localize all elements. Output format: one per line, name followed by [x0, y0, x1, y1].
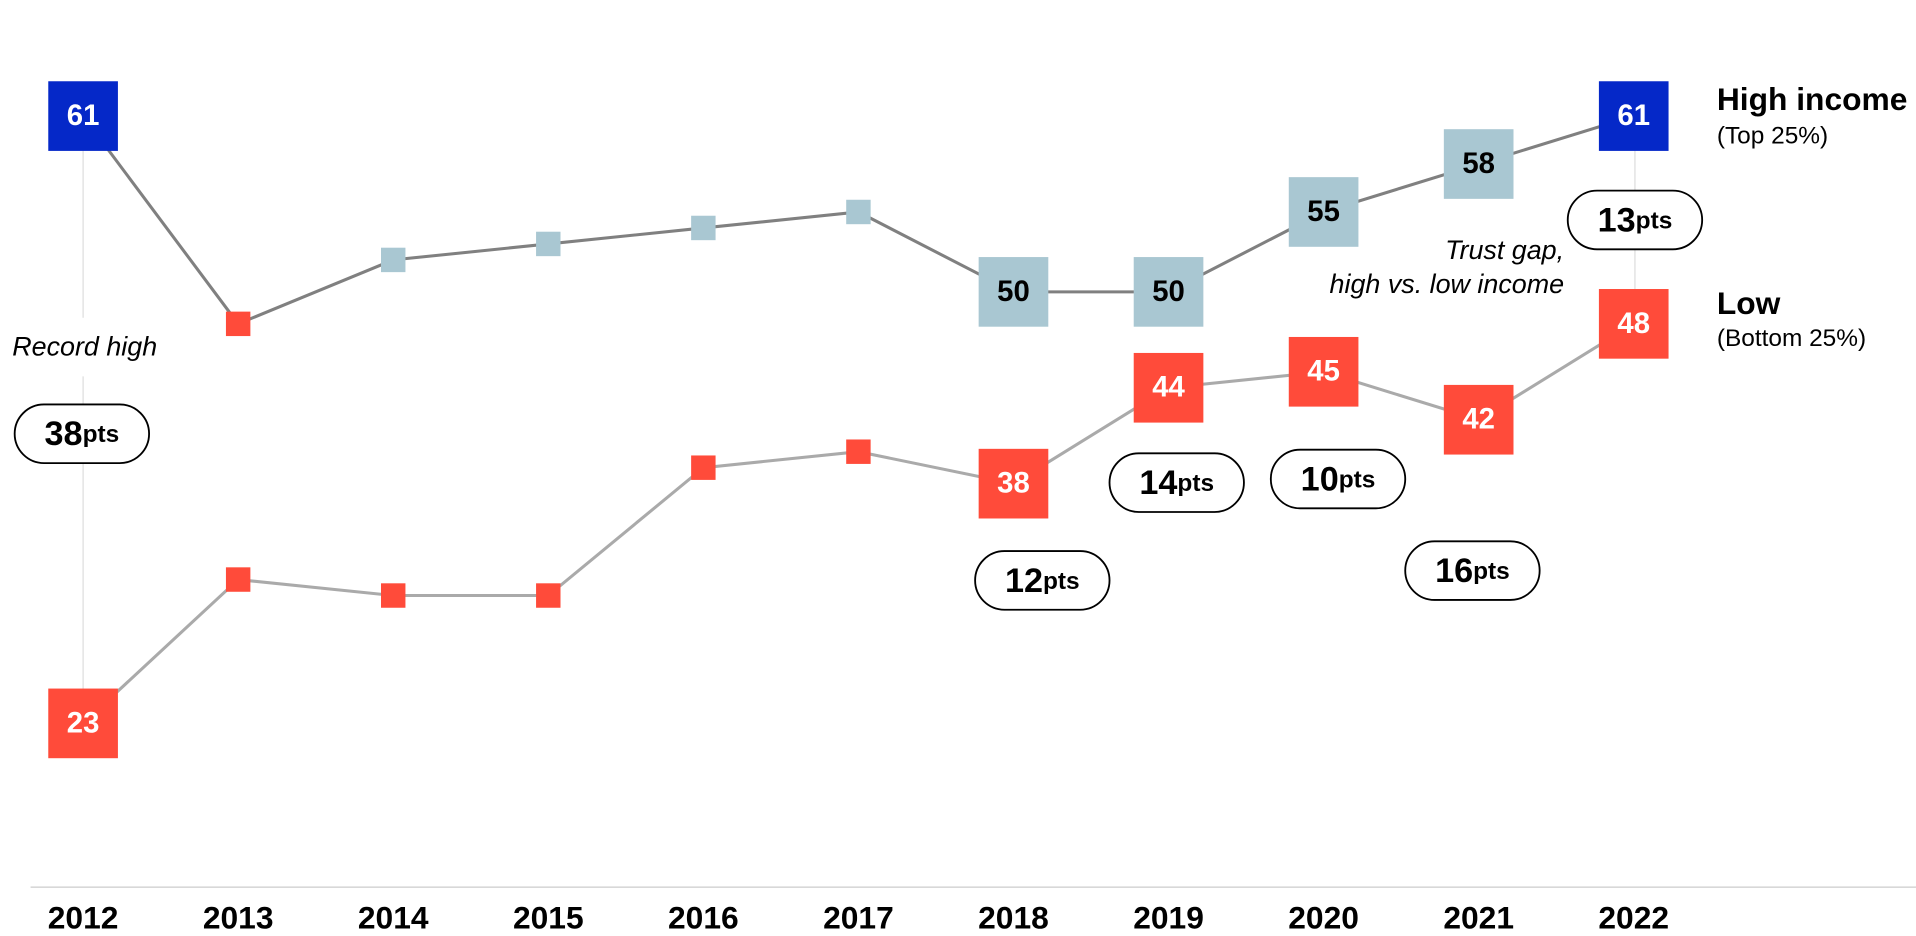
marker: [381, 247, 406, 273]
gap-value: 13: [1598, 201, 1636, 239]
data-label: 42: [1462, 403, 1495, 436]
annotation: Trust gap,: [1445, 235, 1564, 265]
gap-pill: [974, 550, 1111, 611]
marker: [691, 215, 716, 241]
legend-subtitle: (Bottom 25%): [1717, 325, 1866, 352]
marker: [225, 567, 251, 592]
gap-label: 16pts: [1435, 552, 1510, 590]
data-label: 38: [997, 467, 1030, 500]
x-tick-label: 2020: [1288, 900, 1359, 936]
line: [82, 322, 1635, 725]
gap-pill: [13, 403, 150, 465]
gap-value: 12: [1005, 562, 1043, 600]
marker: [1133, 257, 1204, 327]
gap-label: 10pts: [1301, 460, 1376, 498]
gap-value: 14: [1139, 464, 1177, 502]
data-label: 61: [1617, 99, 1650, 132]
marker: [48, 81, 118, 151]
marker: [1288, 177, 1359, 247]
gap-label: 14pts: [1139, 464, 1214, 502]
marker: [536, 583, 561, 608]
gap-unit: pts: [1636, 208, 1673, 235]
gap-value: 16: [1435, 552, 1473, 590]
marker: [1443, 129, 1514, 199]
x-tick-label: 2022: [1598, 900, 1669, 936]
data-label: 58: [1462, 147, 1495, 180]
data-label: 61: [67, 99, 100, 132]
gap-pill: [1269, 448, 1407, 510]
x-tick-label: 2013: [203, 900, 274, 936]
data-label: 50: [997, 275, 1030, 308]
data-label: 23: [67, 706, 100, 739]
x-tick-label: 2017: [823, 900, 894, 936]
x-tick-label: 2021: [1443, 900, 1514, 936]
marker: [225, 311, 251, 337]
marker: [1598, 81, 1669, 151]
data-label: 55: [1307, 195, 1340, 228]
data-label: 45: [1307, 355, 1340, 388]
gap-pill: [1404, 540, 1541, 601]
marker: [978, 257, 1049, 327]
marker: [1133, 352, 1204, 423]
gap-value: 38: [45, 415, 83, 453]
marker: [1598, 289, 1669, 359]
marker: [1288, 336, 1359, 407]
gap-label: 12pts: [1005, 562, 1080, 600]
gap-value: 10: [1301, 460, 1339, 498]
data-label: 50: [1152, 275, 1185, 308]
legend-label: High income: [1717, 81, 1908, 117]
x-tick-label: 2012: [48, 900, 119, 936]
x-tick-label: 2016: [668, 900, 739, 936]
x-tick-label: 2018: [978, 900, 1049, 936]
x-tick-label: 2019: [1133, 900, 1204, 936]
gap-label: 13pts: [1598, 201, 1673, 239]
legend-label: Low: [1717, 285, 1781, 321]
marker: [846, 199, 871, 225]
legend-subtitle: (Top 25%): [1717, 122, 1828, 149]
marker: [978, 448, 1049, 519]
marker: [691, 455, 716, 480]
x-tick-label: 2015: [513, 900, 584, 936]
annotation: high vs. low income: [1330, 269, 1565, 299]
annotation: Record high: [12, 331, 157, 361]
marker: [536, 231, 561, 257]
gap-unit: pts: [1177, 471, 1214, 498]
marker: [846, 439, 871, 464]
gap-unit: pts: [1043, 568, 1080, 595]
gap-pill: [1566, 189, 1704, 251]
marker: [48, 688, 118, 759]
gap-label: 38pts: [45, 415, 120, 453]
gap-unit: pts: [1473, 559, 1510, 586]
x-tick-label: 2014: [358, 900, 429, 936]
marker: [1443, 384, 1514, 455]
gap-pill: [1108, 452, 1245, 513]
data-label: 48: [1617, 307, 1650, 340]
data-label: 44: [1152, 371, 1185, 404]
marker: [381, 583, 406, 608]
gap-unit: pts: [83, 422, 120, 449]
gap-unit: pts: [1339, 467, 1376, 494]
